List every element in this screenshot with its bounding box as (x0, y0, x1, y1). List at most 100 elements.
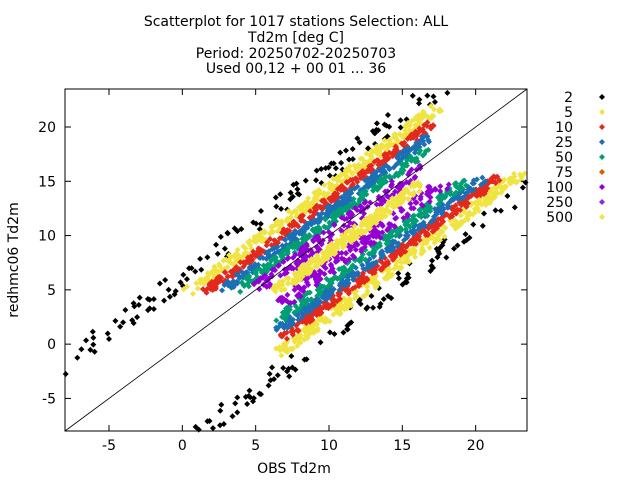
scatter-point (417, 193, 424, 200)
scatter-point (242, 245, 249, 252)
scatter-point (341, 282, 348, 289)
scatter-point (352, 271, 359, 278)
scatter-point (453, 218, 460, 225)
scatter-point (324, 291, 331, 298)
scatter-point (451, 207, 458, 214)
legend-item-50: 50 (555, 150, 605, 166)
scatter-point (304, 296, 311, 303)
scatter-point (146, 296, 153, 303)
x-tick-label: 0 (178, 438, 187, 454)
scatter-point (261, 266, 268, 273)
scatter-point (418, 210, 425, 217)
scatter-point (386, 209, 393, 216)
scatter-point (371, 269, 378, 276)
scatter-point (386, 173, 393, 180)
scatter-point (337, 149, 344, 156)
scatter-point (349, 211, 356, 218)
legend-item-25: 25 (555, 135, 605, 151)
scatter-point (348, 319, 355, 326)
scatter-point (349, 156, 356, 163)
scatter-point (408, 117, 415, 124)
scatter-point (285, 365, 292, 372)
scatter-point (422, 223, 429, 230)
scatter-point (399, 152, 406, 159)
scatter-point (278, 205, 285, 212)
scatter-point (426, 183, 433, 190)
scatter-point (344, 179, 351, 186)
scatter-point (509, 177, 516, 184)
scatter-point (415, 223, 422, 230)
scatter-point (451, 245, 458, 252)
scatter-point (316, 267, 323, 274)
scatter-point (488, 175, 495, 182)
scatter-point (253, 270, 260, 277)
scatter-point (221, 281, 228, 288)
scatter-point (427, 102, 434, 109)
scatter-point (341, 185, 348, 192)
scatter-point (402, 186, 409, 193)
scatter-point (430, 93, 437, 100)
scatter-point (374, 157, 381, 164)
scatter-point (359, 219, 366, 226)
scatter-point (264, 261, 271, 268)
scatter-point (246, 387, 253, 394)
scatter-point (359, 293, 366, 300)
scatter-point (352, 246, 359, 253)
scatter-point (342, 191, 349, 198)
scatter-point (348, 189, 355, 196)
scatter-point (62, 371, 69, 378)
scatter-point (222, 269, 229, 276)
scatter-point (302, 329, 309, 336)
scatter-point (263, 255, 270, 262)
scatter-point (437, 228, 444, 235)
scatter-point (341, 306, 348, 313)
scatter-point (370, 279, 377, 286)
scatter-point (240, 263, 247, 270)
scatter-point (444, 89, 451, 96)
scatter-point (309, 325, 316, 332)
scatter-point (401, 195, 408, 202)
scatter-point (363, 191, 370, 198)
scatter-point (418, 214, 425, 221)
scatter-point (338, 171, 345, 178)
scatter-point (330, 301, 337, 308)
scatter-point (297, 305, 304, 312)
scatter-point (356, 139, 363, 146)
scatter-point (316, 306, 323, 313)
scatter-point (369, 128, 376, 135)
scatter-point (374, 212, 381, 219)
scatter-point (292, 366, 299, 373)
scatter-point (193, 280, 200, 287)
scatter-point (388, 200, 395, 207)
scatter-point (211, 264, 218, 271)
scatter-point (401, 132, 408, 139)
scatter-point (309, 316, 316, 323)
scatter-point (367, 152, 374, 159)
scatter-point (186, 265, 193, 272)
scatter-point (279, 242, 286, 249)
scatter-point (448, 211, 455, 218)
scatter-point (430, 106, 437, 113)
scatter-point (293, 229, 300, 236)
scatter-point (294, 186, 301, 193)
scatter-point (291, 299, 298, 306)
scatter-point (403, 279, 410, 286)
scatter-point (410, 224, 417, 231)
scatter-point (321, 283, 328, 290)
scatter-point (335, 198, 342, 205)
scatter-point (104, 330, 111, 337)
scatter-point (413, 139, 420, 146)
scatter-point (431, 239, 438, 246)
scatter-point (233, 271, 240, 278)
scatter-point (292, 251, 299, 258)
scatter-point (430, 264, 437, 271)
scatter-point (362, 256, 369, 263)
scatter-point (326, 180, 333, 187)
scatter-point (295, 240, 302, 247)
legend-marker (599, 154, 605, 160)
scatter-point (401, 139, 408, 146)
scatter-point (390, 164, 397, 171)
scatter-point (312, 195, 319, 202)
scatter-point (335, 310, 342, 317)
scatter-point (269, 364, 276, 371)
